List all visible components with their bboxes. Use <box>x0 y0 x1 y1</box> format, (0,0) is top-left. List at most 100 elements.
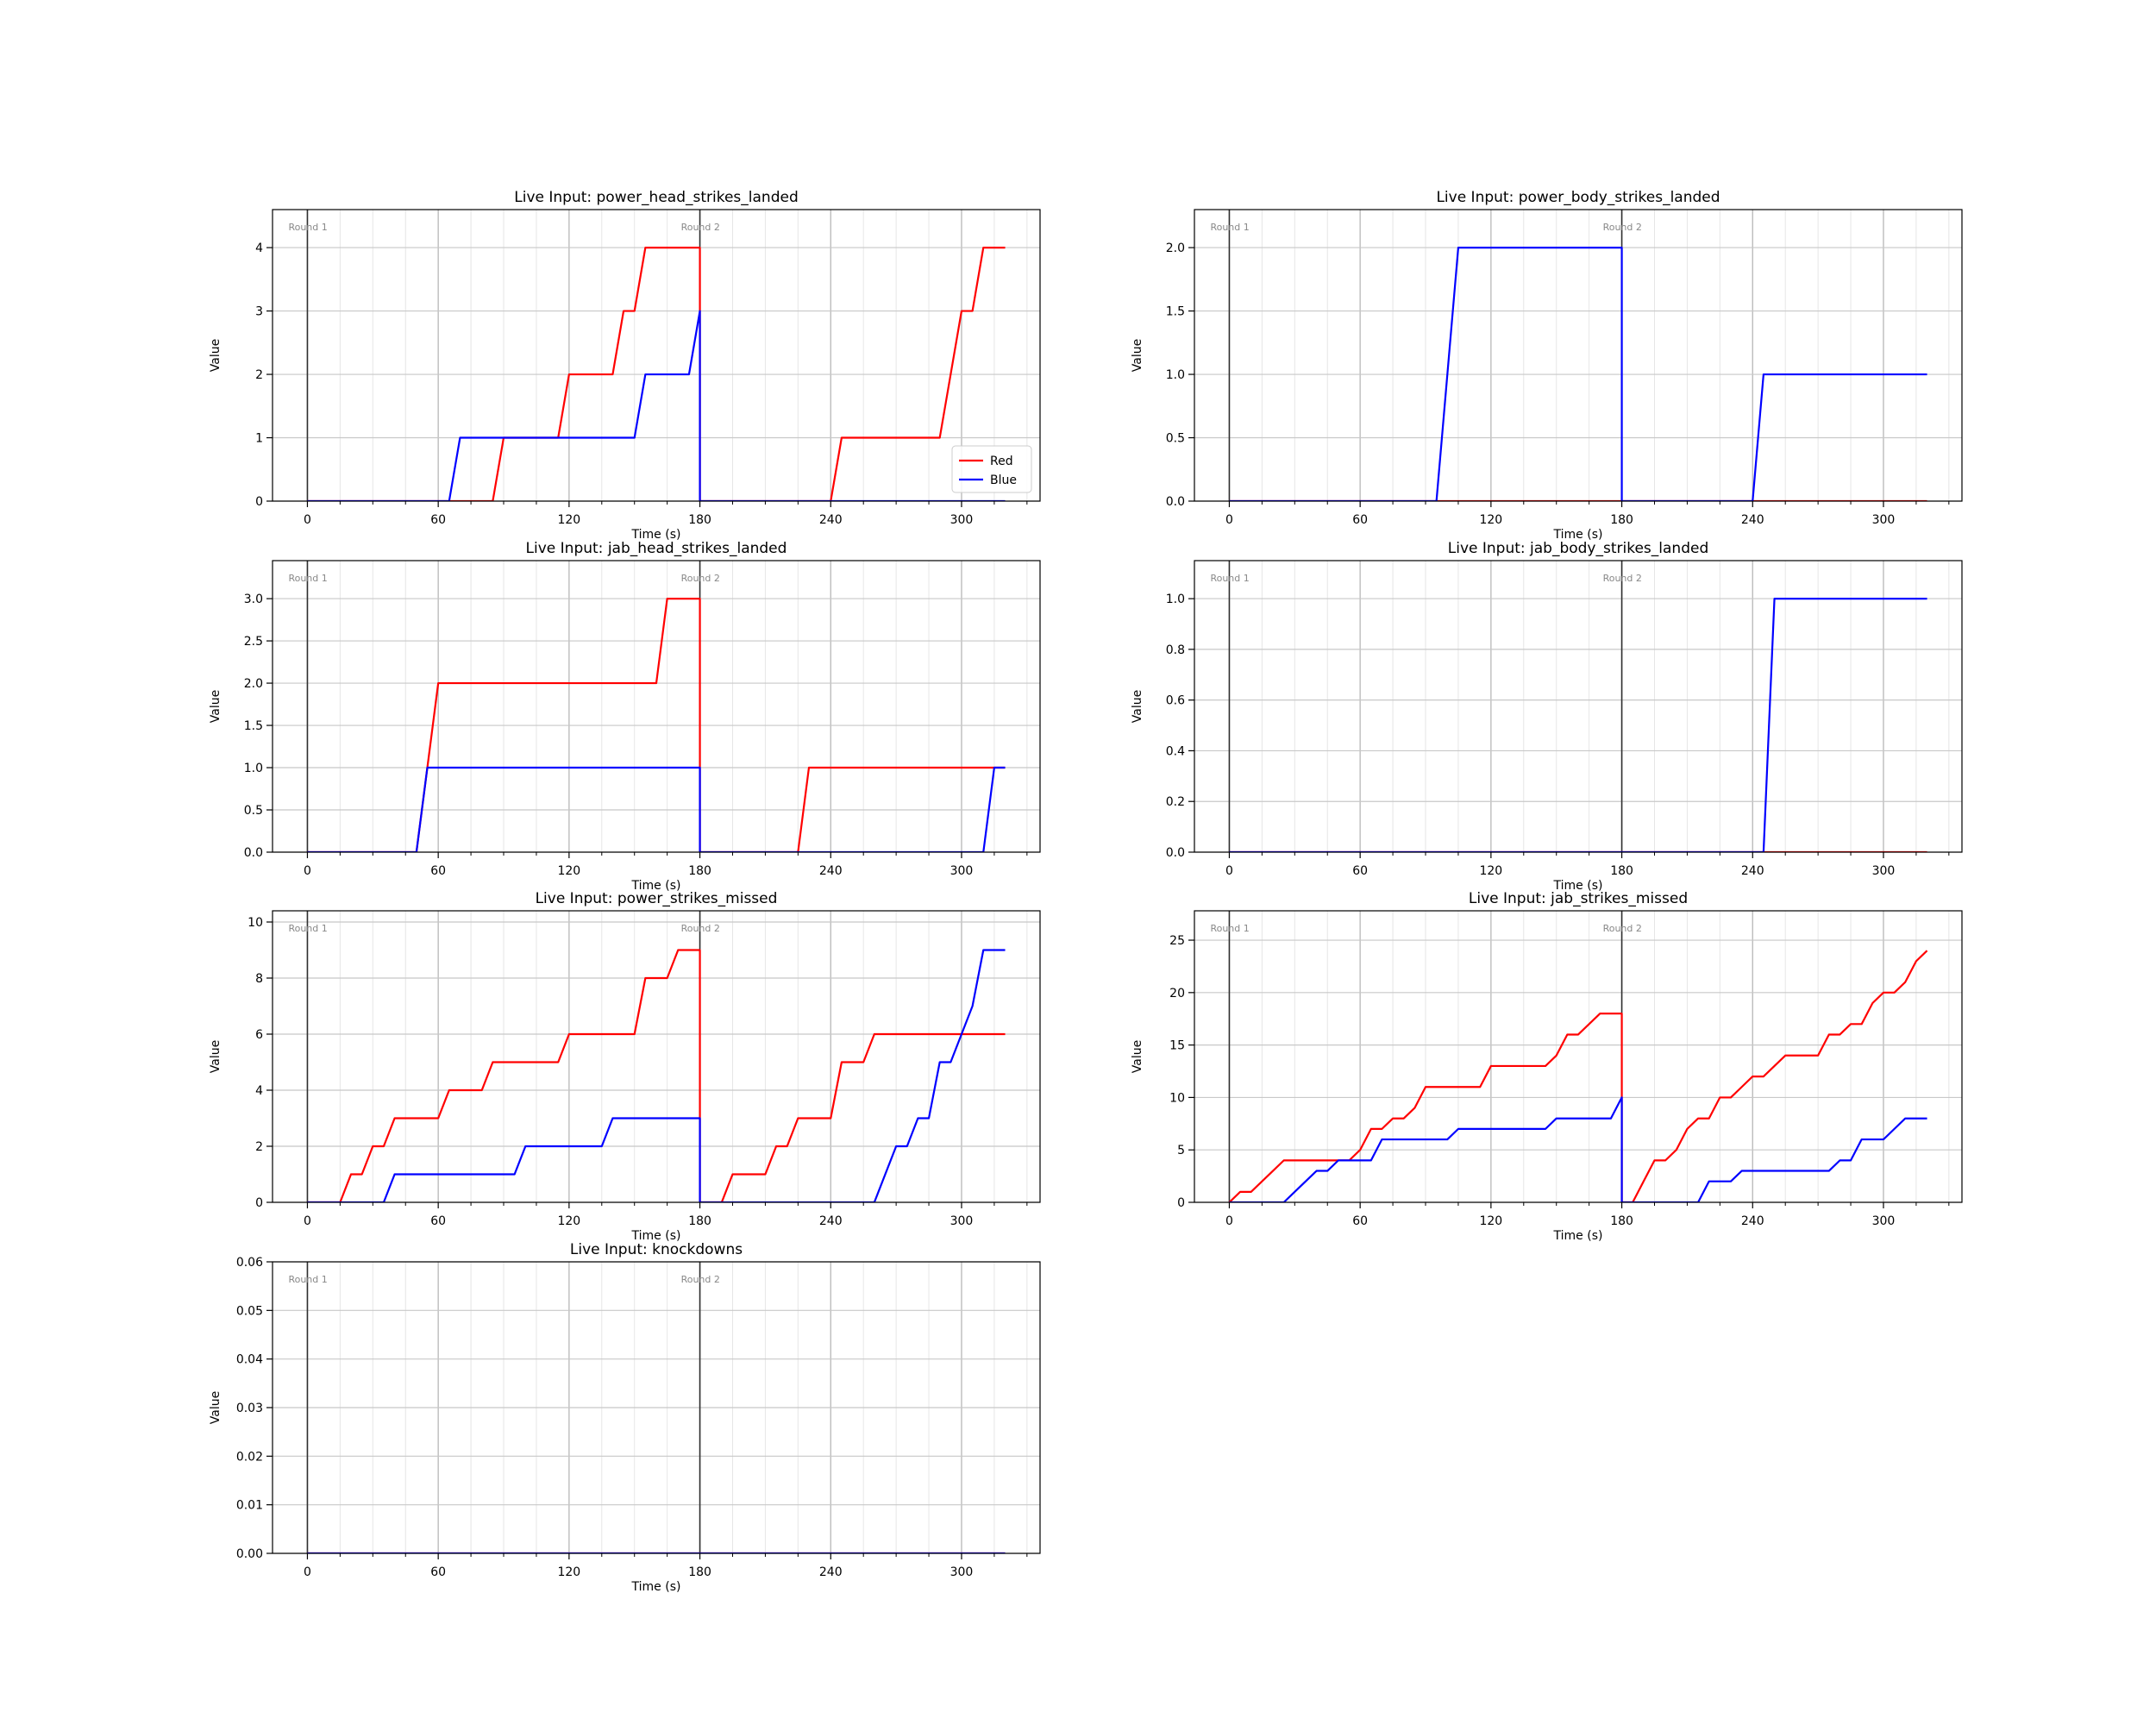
y-tick-label: 0.2 <box>1166 795 1185 809</box>
x-tick-label: 60 <box>430 1214 446 1228</box>
x-tick-label: 60 <box>430 513 446 527</box>
chart-panel-4: Round 1 Round 2 0 60 120 180 240 300 0.0 0.2 0.4 0.… <box>1131 540 1963 893</box>
x-tick-label: 180 <box>688 1565 711 1579</box>
y-tick-label: 0.04 <box>236 1353 263 1367</box>
chart-panel-1: Round 1 Round 2 0 60 120 180 240 300 0 1 2 3 4 Live I… <box>209 189 1041 542</box>
y-tick-label: 1.0 <box>244 762 263 775</box>
x-tick-label: 240 <box>1741 1214 1764 1228</box>
x-tick-label: 0 <box>304 1214 311 1228</box>
y-tick-label: 2.0 <box>1166 242 1185 255</box>
y-tick-label: 2 <box>255 1140 263 1154</box>
y-tick-label: 1.0 <box>1166 593 1185 606</box>
x-tick-label: 180 <box>1610 513 1633 527</box>
axes-frame <box>272 209 1041 502</box>
series-line-blue <box>307 310 1006 501</box>
round-marker-label: Round 2 <box>1603 222 1642 233</box>
series-line-blue <box>307 766 1006 852</box>
series-line-red <box>1228 950 1928 1202</box>
y-tick-label: 15 <box>1169 1039 1185 1053</box>
chart-title: Live Input: power_body_strikes_landed <box>1436 189 1720 206</box>
chart-title: Live Input: jab_head_strikes_landed <box>526 540 787 557</box>
axes-frame <box>1194 560 1963 853</box>
x-axis-label: Time (s) <box>1553 879 1603 893</box>
round-marker-label: Round 2 <box>681 222 720 233</box>
x-tick-label: 300 <box>950 513 974 527</box>
x-tick-label: 240 <box>819 1565 843 1579</box>
axes-frame <box>1194 209 1963 502</box>
x-tick-label: 300 <box>1872 513 1896 527</box>
x-tick-label: 300 <box>1872 1214 1896 1228</box>
y-tick-label: 0.0 <box>1166 846 1185 860</box>
x-tick-label: 0 <box>304 513 311 527</box>
y-axis-label: Value <box>209 339 222 372</box>
y-axis-label: Value <box>1131 690 1144 723</box>
y-tick-label: 0.00 <box>236 1547 263 1561</box>
y-tick-label: 1 <box>255 432 263 446</box>
x-axis-label: Time (s) <box>631 1580 681 1594</box>
round-marker-label: Round 1 <box>288 923 327 934</box>
round-marker-label: Round 1 <box>288 222 327 233</box>
y-axis-label: Value <box>209 690 222 723</box>
x-tick-label: 0 <box>1225 513 1233 527</box>
x-tick-label: 180 <box>1610 1214 1633 1228</box>
y-tick-label: 0.01 <box>236 1499 263 1513</box>
x-tick-label: 180 <box>688 1214 711 1228</box>
x-tick-label: 180 <box>688 864 711 878</box>
round-marker-label: Round 1 <box>1210 573 1249 584</box>
x-axis-label: Time (s) <box>1553 528 1603 542</box>
chart-title: Live Input: power_head_strikes_landed <box>514 189 799 206</box>
x-tick-label: 120 <box>557 513 580 527</box>
x-tick-label: 300 <box>950 1214 974 1228</box>
y-tick-label: 20 <box>1169 987 1185 1000</box>
x-tick-label: 60 <box>1352 864 1368 878</box>
y-tick-label: 0 <box>1177 1196 1185 1210</box>
y-tick-label: 3.0 <box>244 593 263 606</box>
chart-title: Live Input: jab_strikes_missed <box>1469 890 1688 907</box>
y-tick-label: 3 <box>255 305 263 319</box>
y-tick-label: 0.6 <box>1166 694 1185 708</box>
y-tick-label: 1.5 <box>244 719 263 733</box>
axes-frame <box>272 560 1041 853</box>
x-tick-label: 120 <box>557 1214 580 1228</box>
x-tick-label: 180 <box>1610 864 1633 878</box>
series-line-blue <box>1229 246 1927 501</box>
x-tick-label: 120 <box>1479 1214 1502 1228</box>
x-tick-label: 240 <box>819 864 843 878</box>
x-axis-label: Time (s) <box>631 879 681 893</box>
x-tick-label: 60 <box>1352 513 1368 527</box>
chart-panel-6: Round 1 Round 2 0 60 120 180 240 300 0 5 10 15 20 25 L… <box>1131 890 1963 1243</box>
round-marker-label: Round 2 <box>1603 923 1642 934</box>
y-tick-label: 2.0 <box>244 677 263 691</box>
x-tick-label: 0 <box>1225 1214 1233 1228</box>
round-marker-label: Round 2 <box>681 923 720 934</box>
x-tick-label: 240 <box>1741 864 1764 878</box>
x-tick-label: 300 <box>950 864 974 878</box>
x-tick-label: 60 <box>430 864 446 878</box>
chart-title: Live Input: knockdowns <box>570 1241 743 1258</box>
y-tick-label: 5 <box>1177 1144 1185 1157</box>
x-tick-label: 120 <box>1479 864 1502 878</box>
series-line-red <box>307 949 1006 1202</box>
round-marker-label: Round 1 <box>1210 923 1249 934</box>
x-axis-label: Time (s) <box>1553 1229 1603 1243</box>
legend: Red Blue <box>951 445 1032 493</box>
round-marker-label: Round 1 <box>288 573 327 584</box>
y-tick-label: 0 <box>255 1196 263 1210</box>
y-tick-label: 0.5 <box>1166 432 1185 446</box>
y-tick-label: 4 <box>255 242 263 255</box>
round-marker-label: Round 1 <box>1210 222 1249 233</box>
y-tick-label: 0.02 <box>236 1450 263 1464</box>
y-tick-label: 0.0 <box>244 846 263 860</box>
x-tick-label: 300 <box>950 1565 974 1579</box>
axes-frame <box>1194 910 1963 1203</box>
x-tick-label: 120 <box>1479 513 1502 527</box>
y-tick-label: 10 <box>248 916 263 930</box>
y-tick-label: 1.5 <box>1166 305 1185 319</box>
chart-panel-7: Round 1 Round 2 0 60 120 180 240 300 0.00 0.01 0.0… <box>209 1241 1041 1594</box>
x-tick-label: 0 <box>304 1565 311 1579</box>
y-tick-label: 4 <box>255 1084 263 1098</box>
axes-frame <box>272 910 1041 1203</box>
y-axis-label: Value <box>1131 1040 1144 1073</box>
